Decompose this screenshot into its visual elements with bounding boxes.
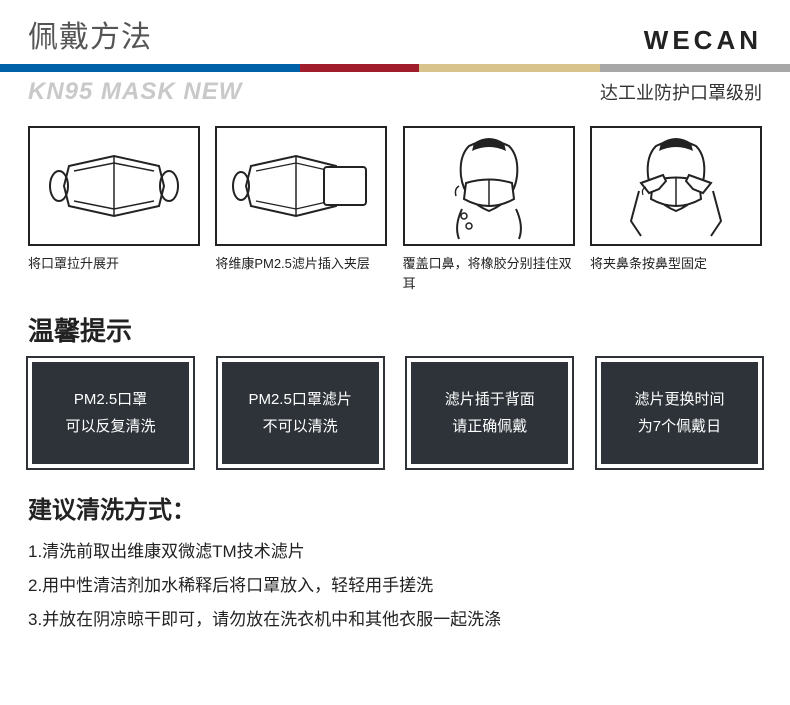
subheader: KN95 MASK NEW 达工业防护口罩级别	[0, 72, 790, 116]
step-caption: 将维康PM2.5滤片插入夹层	[215, 254, 387, 274]
tip-card: PM2.5口罩滤片 不可以清洗	[218, 358, 383, 468]
step-illustration	[590, 126, 762, 246]
wash-item: 3.并放在阴凉晾干即可，请勿放在洗衣机中和其他衣服一起洗涤	[28, 603, 762, 637]
colorbar-segment	[300, 64, 419, 72]
step-illustration	[215, 126, 387, 246]
step-1: 将口罩拉升展开	[28, 126, 200, 293]
colorbar-segment	[600, 64, 790, 72]
step-2: 将维康PM2.5滤片插入夹层	[215, 126, 387, 293]
brand-logo: WECAN	[644, 25, 762, 56]
wash-item: 2.用中性清洁剂加水稀释后将口罩放入，轻轻用手搓洗	[28, 569, 762, 603]
wash-instructions: 1.清洗前取出维康双微滤TM技术滤片 2.用中性清洁剂加水稀释后将口罩放入，轻轻…	[0, 535, 790, 637]
mask-open-icon	[39, 141, 189, 231]
step-caption: 覆盖口鼻，将橡胶分别挂住双耳	[403, 254, 575, 293]
wash-heading: 建议清洗方式：	[0, 468, 790, 535]
colorbar-segment	[0, 64, 300, 72]
tip-line: PM2.5口罩滤片	[248, 386, 351, 413]
tip-line: 请正确佩戴	[452, 413, 527, 440]
mask-noseclip-icon	[601, 131, 751, 241]
step-3: 覆盖口鼻，将橡胶分别挂住双耳	[403, 126, 575, 293]
tip-line: 为7个佩戴日	[638, 413, 721, 440]
product-model: KN95 MASK NEW	[28, 78, 242, 106]
wash-item: 1.清洗前取出维康双微滤TM技术滤片	[28, 535, 762, 569]
step-caption: 将夹鼻条按鼻型固定	[590, 254, 762, 274]
tip-card: 滤片插于背面 请正确佩戴	[407, 358, 572, 468]
step-illustration	[28, 126, 200, 246]
tips-row: PM2.5口罩 可以反复清洗 PM2.5口罩滤片 不可以清洗 滤片插于背面 请正…	[0, 358, 790, 468]
mask-cover-icon	[414, 131, 564, 241]
header: 佩戴方法 WECAN	[0, 0, 790, 64]
step-caption: 将口罩拉升展开	[28, 254, 200, 274]
tip-line: 不可以清洗	[263, 413, 338, 440]
tip-line: 可以反复清洗	[65, 413, 155, 440]
wearing-steps: 将口罩拉升展开 将维康PM2.5滤片插入夹层	[0, 116, 790, 293]
colorbar-segment	[419, 64, 601, 72]
tips-heading: 温馨提示	[0, 293, 790, 358]
tip-card: PM2.5口罩 可以反复清洗	[28, 358, 193, 468]
tip-line: 滤片插于背面	[445, 386, 535, 413]
mask-filter-icon	[226, 141, 376, 231]
color-divider-bar	[0, 64, 790, 72]
step-4: 将夹鼻条按鼻型固定	[590, 126, 762, 293]
product-grade: 达工业防护口罩级别	[600, 79, 762, 105]
tip-line: 滤片更换时间	[634, 386, 724, 413]
page-title: 佩戴方法	[28, 12, 152, 56]
step-illustration	[403, 126, 575, 246]
tip-line: PM2.5口罩	[74, 386, 147, 413]
tip-card: 滤片更换时间 为7个佩戴日	[597, 358, 762, 468]
